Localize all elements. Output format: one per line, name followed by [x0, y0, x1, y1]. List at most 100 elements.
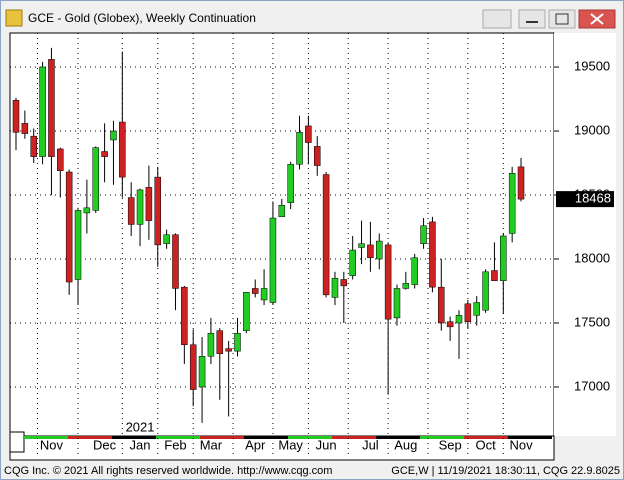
candle-body — [508, 173, 516, 234]
candle-body — [322, 174, 330, 296]
minimize-button[interactable] — [518, 9, 546, 29]
candle-body — [287, 164, 294, 203]
strip-segment — [68, 436, 112, 439]
candle-body — [48, 59, 55, 157]
candle-body — [12, 100, 20, 133]
candle-body — [420, 225, 427, 244]
candle-body — [446, 321, 454, 328]
candle-body — [500, 235, 507, 282]
x-tick-label: Mar — [200, 437, 223, 452]
candle-body — [163, 234, 170, 244]
window-title: GCE - Gold (Globex), Weekly Continuation — [28, 11, 256, 25]
x-tick-label: Jan — [130, 437, 151, 452]
candle-body — [181, 286, 188, 346]
x-tick-label: Nov — [509, 437, 533, 452]
candle-body — [30, 135, 37, 157]
candle-body — [207, 332, 215, 357]
candle-body — [429, 221, 436, 288]
y-axis-panel — [554, 33, 616, 436]
y-tick-label: 18000 — [574, 250, 610, 265]
x-tick-label: Nov — [40, 437, 64, 452]
candle-body — [145, 187, 153, 221]
candle-body — [482, 271, 489, 311]
app-icon — [5, 9, 23, 27]
candle-body — [367, 244, 374, 258]
candle-body — [517, 166, 525, 200]
scroll-handle[interactable] — [9, 431, 25, 453]
candle-body — [455, 315, 463, 324]
strip-segment — [420, 436, 464, 439]
last-price-box — [556, 191, 614, 208]
candle-body — [154, 176, 162, 246]
candle-body — [331, 277, 339, 298]
candle-body — [39, 66, 46, 157]
candle-body — [119, 121, 126, 178]
candle-body — [349, 249, 356, 276]
footer-left: CQG Inc. © 2021 All rights reserved worl… — [4, 465, 332, 477]
candle-body — [243, 292, 250, 331]
candle-body — [251, 288, 259, 294]
candle-body — [464, 303, 472, 322]
y-tick-label: 19000 — [574, 122, 610, 137]
candle-body — [21, 123, 29, 134]
candle-body — [296, 132, 303, 165]
x-tick-label: Oct — [475, 437, 496, 452]
candle-body — [74, 210, 82, 280]
candle-body — [278, 205, 286, 218]
x-tick-label: Apr — [245, 437, 266, 452]
candle-body — [384, 244, 392, 320]
y-tick-label: 17500 — [574, 314, 610, 329]
y-tick-label: 19500 — [574, 58, 610, 73]
candle-body — [136, 189, 144, 225]
candle-body — [376, 240, 383, 260]
candle-body — [198, 356, 206, 388]
candle-body — [473, 302, 480, 316]
candle-body — [411, 257, 418, 285]
candle-body — [216, 330, 224, 354]
x-tick-label: Aug — [394, 437, 417, 452]
strip-segment — [376, 436, 420, 439]
x-tick-label: Jul — [362, 437, 379, 452]
candle-body — [358, 243, 365, 248]
candle-body — [127, 197, 135, 225]
candle-body — [57, 148, 64, 171]
x-tick-label: Sep — [439, 437, 462, 452]
candle-body — [313, 146, 321, 166]
last-price-label: 18468 — [575, 191, 611, 206]
candle-body — [189, 344, 197, 390]
x-tick-label: May — [278, 437, 303, 452]
candle-body — [234, 332, 241, 352]
candle-body — [340, 279, 348, 287]
candle-body — [83, 207, 91, 214]
strip-segment — [508, 436, 552, 439]
y-tick-label: 17000 — [574, 378, 610, 393]
candle-body — [393, 288, 401, 319]
x-tick-label: Feb — [164, 437, 186, 452]
strip-segment — [288, 436, 332, 439]
candle-body — [110, 130, 117, 141]
candle-body — [402, 283, 410, 289]
strip-segment — [24, 436, 68, 439]
strip-segment — [464, 436, 508, 439]
plot-area — [9, 32, 555, 437]
candle-body — [225, 348, 232, 352]
candle-body — [305, 125, 312, 143]
strip-segment — [200, 436, 244, 439]
x-tick-label: Dec — [93, 437, 117, 452]
footer-right: GCE,W | 11/19/2021 18:30:11, CQG 22.9.80… — [391, 465, 620, 477]
candle-body — [269, 217, 277, 303]
strip-segment — [332, 436, 376, 439]
candle-body — [260, 288, 268, 301]
candle-body — [65, 171, 73, 283]
strip-segment — [244, 436, 288, 439]
strip-segment — [112, 436, 156, 439]
candle-body — [101, 151, 108, 157]
maximize-button[interactable] — [548, 9, 576, 29]
candle-body — [491, 270, 498, 282]
x-tick-label: Jun — [316, 437, 337, 452]
year-label: 2021 — [126, 419, 155, 434]
strip-segment — [156, 436, 200, 439]
candle-body — [92, 147, 99, 211]
link-button[interactable] — [482, 9, 512, 29]
